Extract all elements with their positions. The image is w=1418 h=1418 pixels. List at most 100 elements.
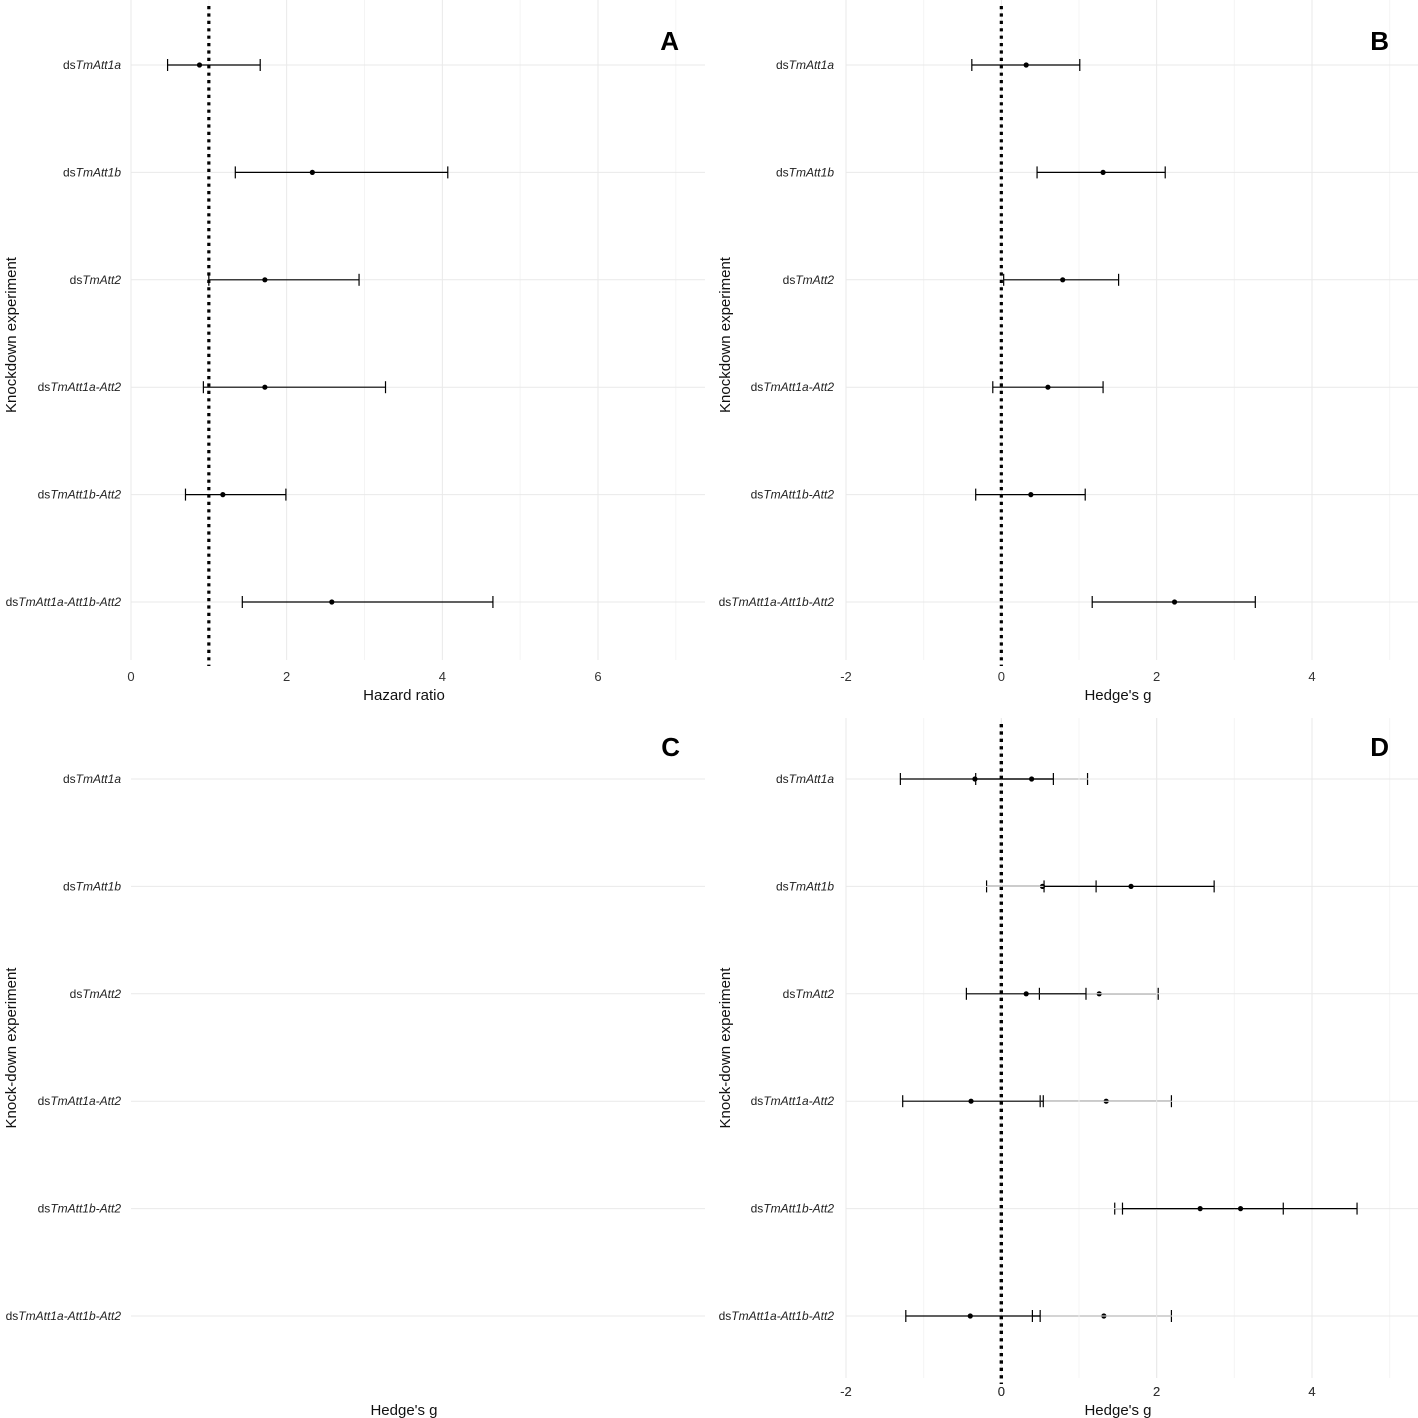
category-prefix: ds — [776, 879, 789, 893]
estimate-point — [967, 1313, 973, 1319]
category-name: TmAtt1a — [76, 58, 122, 72]
panel-letter: A — [660, 26, 679, 56]
y-axis-title: Knockdown experiment — [717, 256, 734, 413]
category-label: dsTmAtt1b-Att2 — [751, 1202, 835, 1216]
category-prefix: ds — [776, 58, 789, 72]
category-label: dsTmAtt2 — [70, 273, 122, 287]
category-label: dsTmAtt2 — [70, 987, 122, 1001]
category-name: TmAtt2 — [795, 273, 834, 287]
y-axis-title: Knock-down experiment — [717, 967, 734, 1129]
category-name: TmAtt1a — [789, 58, 835, 72]
estimate-point — [196, 62, 203, 68]
x-tick-label: -2 — [840, 1384, 852, 1399]
panel-letter: B — [1370, 26, 1389, 56]
x-tick-label: 0 — [998, 1384, 1005, 1399]
category-prefix: ds — [63, 58, 76, 72]
category-name: TmAtt1a-Att2 — [50, 1094, 121, 1108]
category-label: dsTmAtt1b — [776, 165, 834, 179]
estimate-point — [1128, 883, 1134, 890]
y-axis-title: Knockdown experiment — [3, 256, 20, 413]
category-prefix: ds — [63, 165, 76, 179]
x-tick-label: 4 — [1308, 1384, 1315, 1399]
category-name: TmAtt1a — [789, 772, 835, 786]
x-axis-title: Hedge's g — [1084, 687, 1151, 704]
estimate-point — [1237, 1206, 1244, 1212]
estimate-point — [1023, 62, 1029, 68]
x-tick-label: -2 — [840, 669, 852, 684]
x-tick-label: 2 — [283, 669, 290, 684]
category-name: TmAtt2 — [795, 987, 834, 1001]
x-tick-label: 4 — [1308, 669, 1315, 684]
y-axis-title: Knock-down experiment — [3, 967, 20, 1129]
category-name: TmAtt1a-Att2 — [50, 380, 121, 394]
x-tick-label: 6 — [594, 669, 601, 684]
estimate-point — [968, 1098, 974, 1104]
category-name: TmAtt1b-Att2 — [763, 1202, 834, 1216]
category-prefix: ds — [63, 772, 76, 786]
category-name: TmAtt1a-Att1b-Att2 — [18, 1309, 121, 1323]
category-name: TmAtt1b — [789, 165, 835, 179]
category-label: dsTmAtt1a-Att2 — [751, 380, 835, 394]
estimate-point — [262, 277, 268, 283]
category-label: dsTmAtt2 — [783, 987, 835, 1001]
category-label: dsTmAtt2 — [783, 273, 835, 287]
panel-letter: D — [1370, 732, 1389, 762]
category-label: dsTmAtt1a-Att2 — [38, 380, 122, 394]
category-label: dsTmAtt1a — [776, 772, 834, 786]
category-name: TmAtt1a-Att1b-Att2 — [731, 1309, 834, 1323]
category-label: dsTmAtt1b-Att2 — [751, 488, 835, 502]
category-label: dsTmAtt1a-Att2 — [751, 1094, 835, 1108]
x-tick-label: 4 — [1308, 1384, 1315, 1399]
panel-d: dsTmAtt1adsTmAtt1bdsTmAtt2dsTmAtt1a-Att2… — [717, 718, 1418, 1418]
category-prefix: ds — [6, 595, 19, 609]
category-name: TmAtt1a-Att2 — [763, 1094, 834, 1108]
category-label: dsTmAtt1a-Att2 — [38, 1094, 122, 1108]
category-label: dsTmAtt1a-Att1b-Att2 — [719, 595, 835, 609]
x-tick-label: -2 — [840, 1384, 852, 1399]
estimate-point — [262, 384, 268, 390]
x-axis-title: Hedge's g — [370, 1402, 437, 1418]
estimate-point — [1028, 492, 1034, 498]
category-name: TmAtt1a-Att1b-Att2 — [18, 595, 121, 609]
category-label: dsTmAtt1b-Att2 — [38, 488, 122, 502]
category-prefix: ds — [63, 879, 76, 893]
category-name: TmAtt1b-Att2 — [763, 488, 834, 502]
category-label: dsTmAtt1a-Att1b-Att2 — [6, 1309, 122, 1323]
category-name: TmAtt1b — [76, 879, 122, 893]
category-name: TmAtt1a-Att1b-Att2 — [731, 595, 834, 609]
x-tick-label: 2 — [1153, 1384, 1160, 1399]
category-prefix: ds — [751, 1094, 764, 1108]
category-prefix: ds — [751, 380, 764, 394]
category-prefix: ds — [776, 772, 789, 786]
category-prefix: ds — [38, 380, 51, 394]
estimate-point — [1100, 169, 1106, 175]
category-name: TmAtt1b — [789, 879, 835, 893]
estimate-point — [309, 169, 315, 175]
category-name: TmAtt2 — [82, 273, 121, 287]
category-prefix: ds — [783, 987, 796, 1001]
category-prefix: ds — [719, 1309, 732, 1323]
x-tick-label: 0 — [998, 1384, 1005, 1399]
category-label: dsTmAtt1a — [776, 58, 834, 72]
category-name: TmAtt1b-Att2 — [50, 1202, 121, 1216]
category-prefix: ds — [783, 273, 796, 287]
x-tick-label: 4 — [439, 669, 446, 684]
category-name: TmAtt1b — [76, 165, 122, 179]
category-name: TmAtt1b-Att2 — [50, 488, 121, 502]
estimate-point — [1171, 599, 1178, 605]
category-prefix: ds — [6, 1309, 19, 1323]
x-axis-title: Hazard ratio — [363, 687, 445, 704]
x-tick-label: 2 — [1153, 669, 1160, 684]
category-prefix: ds — [751, 488, 764, 502]
category-prefix: ds — [751, 1202, 764, 1216]
category-prefix: ds — [38, 1202, 51, 1216]
category-prefix: ds — [38, 1094, 51, 1108]
estimate-point — [1023, 991, 1029, 997]
category-label: dsTmAtt1b — [776, 879, 834, 893]
category-label: dsTmAtt1b — [63, 879, 121, 893]
x-tick-label: 2 — [1153, 1384, 1160, 1399]
x-axis-title: Hedge's g — [1084, 1402, 1151, 1418]
category-label: dsTmAtt1b — [63, 165, 121, 179]
category-name: TmAtt1a-Att2 — [763, 380, 834, 394]
